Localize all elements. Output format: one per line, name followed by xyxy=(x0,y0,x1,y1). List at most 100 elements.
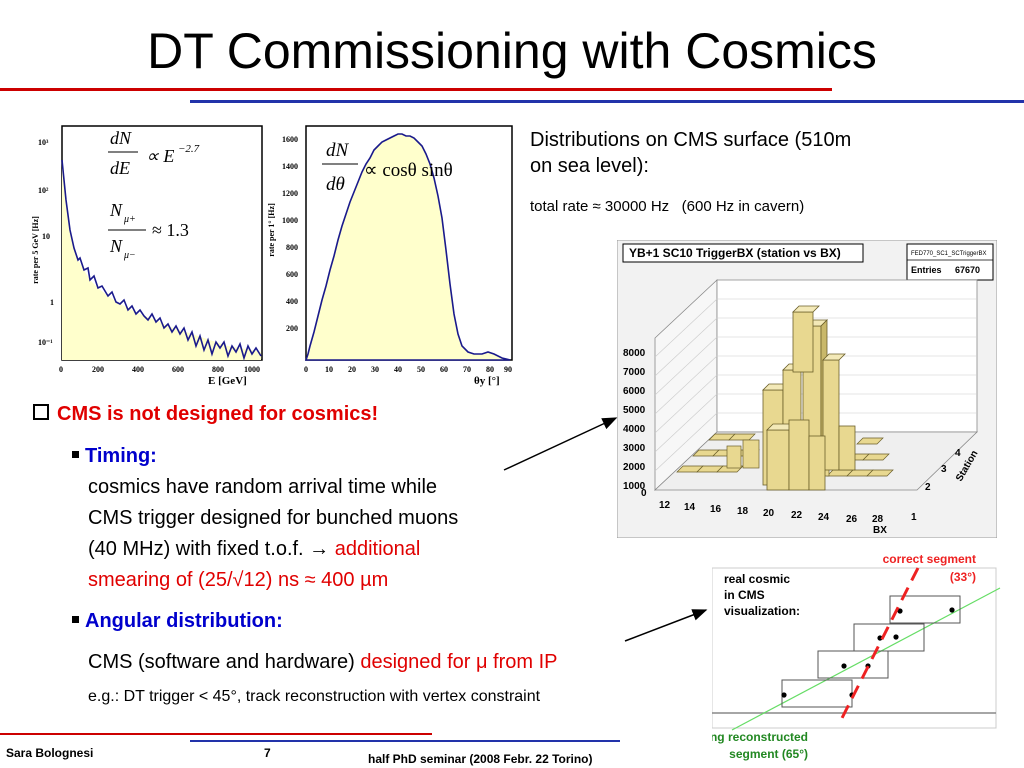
angle-ytick-5: 800 xyxy=(286,243,298,252)
angle-xtick-9: 80 xyxy=(486,365,494,374)
lego-ytick-4: 4 xyxy=(955,448,961,459)
angle-ytick-7: 400 xyxy=(286,297,298,306)
energy-ytick-3: 10 xyxy=(42,232,50,241)
lego-entries-label: Entries xyxy=(911,265,942,275)
lego-xtick-3: 16 xyxy=(710,504,722,515)
angle-ytick-1: 1600 xyxy=(282,135,298,144)
lego-plot: YB+1 SC10 TriggerBX (station vs BX) FED7… xyxy=(617,240,997,538)
angular-bullet: Angular distribution: xyxy=(70,607,283,635)
energy-ytick-4: 1 xyxy=(50,298,54,307)
timing-text: cosmics have random arrival time while C… xyxy=(70,472,550,596)
angle-formula-den: dθ xyxy=(326,174,345,195)
angle-ylabel: rate per 1° [Hz] xyxy=(267,203,276,257)
timing-red-2: smearing of (25/√12) ns ≈ 400 µm xyxy=(88,569,389,591)
lego-xtick-4: 18 xyxy=(737,506,749,517)
lego-title: YB+1 SC10 TriggerBX (station vs BX) xyxy=(629,246,841,260)
energy-histogram: 10³ 10² 10 1 10⁻¹ 0 200 400 600 800 1000… xyxy=(31,125,263,387)
ratio-den-sub: μ− xyxy=(123,250,136,261)
timing-line-1: cosmics have random arrival time while xyxy=(88,476,438,498)
energy-ytick-2: 10² xyxy=(38,186,49,195)
segment-diagram: real cosmic in CMS visualization: correc… xyxy=(712,552,1001,761)
energy-xtick-2: 200 xyxy=(92,365,104,374)
lego-xtick-7: 24 xyxy=(818,512,830,523)
lego-ztick-1: 8000 xyxy=(623,348,646,359)
energy-ytick-5: 10⁻¹ xyxy=(38,338,53,347)
lego-entries-value: 67670 xyxy=(955,265,980,275)
angle-xlabel: θy [°] xyxy=(474,375,500,387)
lego-xtick-2: 14 xyxy=(684,502,696,513)
energy-formula-rhs: ∝ E xyxy=(146,146,174,166)
angular-text: CMS (software and hardware) xyxy=(88,651,361,673)
footer-event: half PhD seminar (2008 Febr. 22 Torino) xyxy=(368,752,593,766)
correct-label-2: (33°) xyxy=(950,570,976,584)
slide-title: DT Commissioning with Cosmics xyxy=(147,23,877,79)
lego-xtick-5: 20 xyxy=(763,508,775,519)
lego-ytick-2: 2 xyxy=(925,482,931,493)
energy-xtick-1: 0 xyxy=(59,365,63,374)
timing-line-2: CMS trigger designed for bunched muons xyxy=(88,507,459,529)
surface-description: Distributions on CMS surface (510m on se… xyxy=(530,127,990,179)
energy-formula-num: dN xyxy=(110,128,132,148)
lego-xunit: BX xyxy=(873,525,887,536)
main-bullet-text: CMS is not designed for cosmics! xyxy=(57,403,379,425)
wrong-label-2: segment (65°) xyxy=(729,747,808,761)
angle-xtick-3: 20 xyxy=(348,365,356,374)
square-bullet-icon-2 xyxy=(72,616,79,623)
lego-ztick-8: 1000 xyxy=(623,481,646,492)
energy-histogram-line xyxy=(61,159,262,361)
cosmic-label-1: real cosmic xyxy=(724,572,790,586)
footer-line-red xyxy=(0,733,432,735)
angle-xtick-7: 60 xyxy=(440,365,448,374)
lego-xtick-9: 28 xyxy=(872,514,884,525)
angle-xtick-1: 0 xyxy=(304,365,308,374)
cosmic-label-2: in CMS xyxy=(724,588,765,602)
ratio-num: N xyxy=(109,200,123,220)
surface-line-2: on sea level): xyxy=(530,155,649,177)
lego-ztick-9: 0 xyxy=(641,488,647,499)
footer-line-blue xyxy=(190,740,620,742)
footer-author: Sara Bolognesi xyxy=(6,746,94,760)
lego-ytick-3: 3 xyxy=(941,464,947,475)
total-rate-text: total rate ≈ 30000 Hz (600 Hz in cavern) xyxy=(530,198,805,215)
angle-ytick-2: 1400 xyxy=(282,162,298,171)
cosmic-label-3: visualization: xyxy=(724,604,800,618)
energy-formula-exp: −2.7 xyxy=(178,143,200,155)
square-bullet-icon xyxy=(72,451,79,458)
timing-red-1: additional xyxy=(334,538,421,560)
lego-xtick-1: 12 xyxy=(659,500,671,511)
angle-ytick-4: 1000 xyxy=(282,216,298,225)
energy-xtick-6: 1000 xyxy=(244,365,260,374)
ratio-den: N xyxy=(109,236,123,256)
angle-ytick-6: 600 xyxy=(286,270,298,279)
eg-text: e.g.: DT trigger < 45°, track reconstruc… xyxy=(88,688,541,705)
checkbox-bullet-icon xyxy=(33,404,49,420)
energy-xtick-3: 400 xyxy=(132,365,144,374)
angle-histogram-fill xyxy=(304,133,511,361)
wrong-label-1: wrong reconstructed xyxy=(712,730,808,744)
lego-xtick-6: 22 xyxy=(791,510,803,521)
energy-ylabel: rate per 5 GeV [Hz] xyxy=(31,216,40,284)
energy-ytick-1: 10³ xyxy=(38,138,49,147)
timing-label: Timing: xyxy=(85,445,157,467)
title-underline-blue xyxy=(190,100,1024,103)
ratio-num-sub: μ+ xyxy=(123,214,136,225)
lego-ytick-1: 1 xyxy=(911,512,917,523)
angular-red: designed for μ from IP xyxy=(360,651,558,673)
energy-xtick-4: 600 xyxy=(172,365,184,374)
lego-ztick-6: 3000 xyxy=(623,443,646,454)
lego-stats-name: FED770_SC1_SCTriggerBX xyxy=(911,251,986,257)
ratio-rhs: ≈ 1.3 xyxy=(152,220,189,240)
angle-xtick-4: 30 xyxy=(371,365,379,374)
angular-text-row: CMS (software and hardware) designed for… xyxy=(88,648,558,676)
angle-xtick-5: 40 xyxy=(394,365,402,374)
angle-xtick-10: 90 xyxy=(504,365,512,374)
angle-histogram: 1600 1400 1200 1000 800 600 400 200 0 10… xyxy=(267,125,513,387)
lego-xtick-8: 26 xyxy=(846,514,858,525)
main-bullet: CMS is not designed for cosmics! xyxy=(33,401,378,427)
energy-xtick-5: 800 xyxy=(212,365,224,374)
timing-line-3: (40 MHz) with fixed t.o.f. → xyxy=(88,538,335,560)
timing-label-row: Timing: xyxy=(70,441,550,472)
footer-page: 7 xyxy=(264,746,271,760)
angle-xtick-6: 50 xyxy=(417,365,425,374)
lego-ztick-7: 2000 xyxy=(623,462,646,473)
